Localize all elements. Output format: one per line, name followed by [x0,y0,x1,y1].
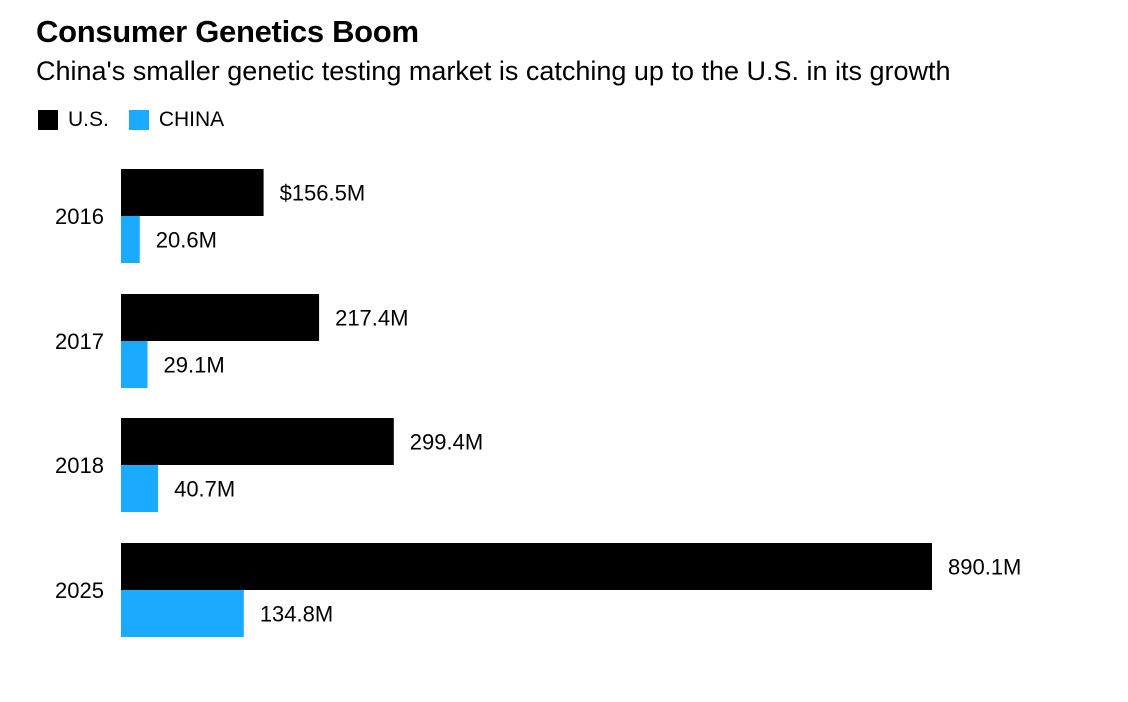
bar-group-2017: 2017 217.4M 29.1M [55,294,408,388]
data-label-us-2016: $156.5M [280,181,366,206]
data-label-china-2025: 134.8M [260,602,333,627]
bar-us-2016 [121,169,264,216]
legend-label-us: U.S. [68,108,109,131]
bar-china-2025 [121,590,244,637]
bar-us-2018 [121,418,394,465]
legend: U.S. CHINA [38,108,244,132]
category-label: 2017 [55,329,104,354]
legend-item-us: U.S. [38,108,109,132]
bar-us-2017 [121,294,320,341]
bar-group-2025: 2025 890.1M 134.8M [55,543,1021,637]
data-label-us-2017: 217.4M [335,306,408,331]
bar-group-2016: 2016 $156.5M 20.6M [55,169,365,263]
bar-group-2018: 2018 299.4M 40.7M [55,418,483,512]
chart-title: Consumer Genetics Boom [36,14,419,49]
legend-item-china: CHINA [128,108,225,132]
chart-subtitle: China's smaller genetic testing market i… [36,56,951,86]
legend-swatch-us [38,110,58,130]
data-label-china-2018: 40.7M [174,477,235,502]
bar-us-2025 [121,543,932,590]
data-label-us-2018: 299.4M [410,430,483,455]
bar-china-2018 [121,465,159,512]
data-label-us-2025: 890.1M [948,555,1021,580]
bar-china-2016 [121,216,140,263]
legend-label-china: CHINA [158,108,225,131]
category-label: 2018 [55,453,104,478]
data-label-china-2016: 20.6M [156,228,217,253]
category-label: 2025 [55,578,104,603]
bar-china-2017 [121,341,148,388]
data-label-china-2017: 29.1M [164,353,225,378]
category-label: 2016 [55,204,104,229]
legend-swatch-china [128,110,149,130]
